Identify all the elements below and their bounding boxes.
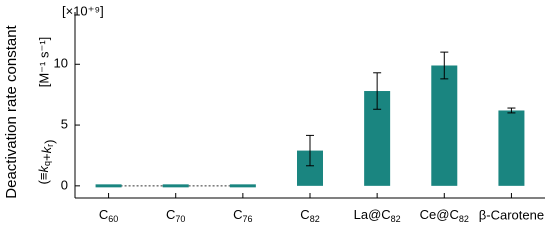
bar: [95, 184, 122, 188]
x-tick-label: C70: [166, 207, 185, 224]
x-tick-label: C60: [99, 207, 118, 224]
bar: [498, 110, 525, 186]
x-tick-label: C76: [233, 207, 252, 224]
bar: [162, 184, 189, 188]
x-tick-label: Ce@C82: [420, 207, 469, 224]
bar: [229, 184, 256, 188]
y-axis-label: Deactivation rate constant: [3, 24, 20, 198]
x-tick-label: β-Carotene: [479, 207, 544, 222]
chart: Deactivation rate constant [M⁻¹ s⁻¹] (≡k…: [3, 3, 545, 224]
bar: [431, 65, 458, 186]
x-tick-label: La@C82: [354, 207, 401, 224]
y-tick-label: 10: [54, 56, 68, 71]
y-axis-note: (≡kq+kr): [36, 140, 57, 185]
y-axis-unit: [M⁻¹ s⁻¹]: [36, 37, 51, 88]
y-multiplier: [×10⁺⁹]: [62, 3, 104, 18]
y-tick-label: 5: [61, 116, 68, 131]
x-tick-label: C82: [300, 207, 319, 224]
y-tick-label: 0: [61, 177, 68, 192]
